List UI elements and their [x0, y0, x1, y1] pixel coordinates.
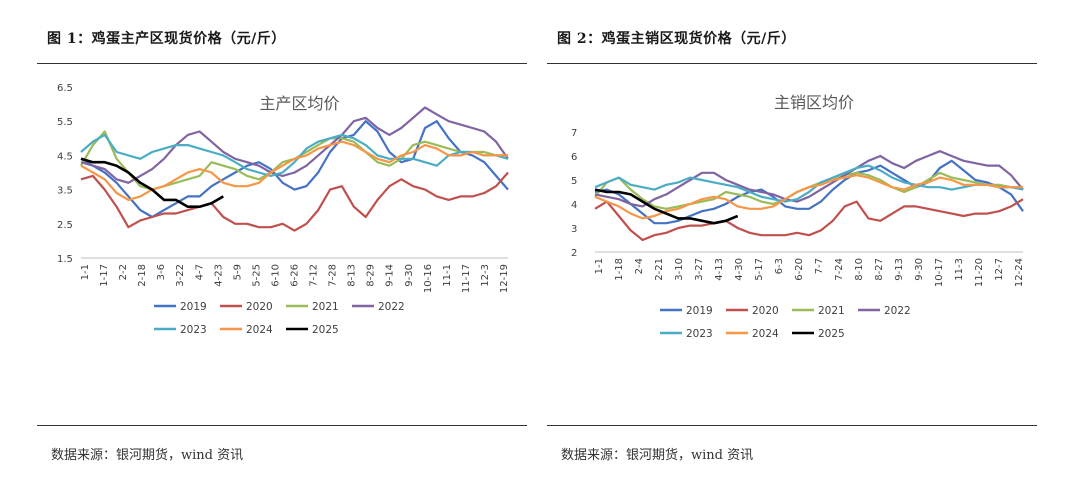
chart-title: 主产区均价 [259, 94, 339, 113]
legend-label-2022: 2022 [884, 305, 911, 317]
x-tick-label: 12-24 [1014, 258, 1025, 287]
x-tick-label: 1-1 [594, 258, 605, 274]
legend-label-2020: 2020 [752, 305, 779, 317]
legend-label-2022: 2022 [378, 301, 405, 313]
series-line-2024 [80, 140, 508, 201]
bottom-rule [547, 425, 1037, 426]
x-tick-label: 4-13 [714, 258, 725, 281]
x-tick-label: 12-3 [480, 264, 491, 287]
legend-label-2023: 2023 [180, 324, 207, 336]
legend-label-2020: 2020 [246, 301, 273, 313]
series-line-2023 [80, 133, 509, 178]
x-tick-label: 11-1 [442, 264, 453, 287]
x-tick-label: 12-19 [499, 264, 510, 293]
chart-title: 主销区均价 [774, 93, 854, 112]
x-tick-label: 4-23 [213, 264, 224, 287]
x-tick-label: 10-17 [934, 258, 945, 287]
x-tick-label: 7-12 [309, 264, 320, 287]
x-tick-label: 9-13 [894, 258, 905, 281]
x-tick-label: 7-28 [328, 264, 339, 287]
top-rule [37, 63, 527, 64]
x-tick-label: 9-30 [404, 264, 415, 287]
y-tick-label: 4 [571, 200, 577, 211]
legend-label-2025: 2025 [312, 324, 339, 336]
bottom-rule [37, 425, 527, 426]
y-tick-label: 1.5 [57, 254, 73, 265]
y-tick-label: 6.5 [57, 83, 73, 94]
x-tick-label: 8-13 [347, 264, 358, 287]
legend-label-2025: 2025 [818, 328, 845, 340]
x-tick-label: 8-10 [854, 258, 865, 281]
y-tick-label: 4.5 [57, 151, 73, 162]
x-tick-label: 7-7 [814, 258, 825, 274]
series-line-2019 [594, 159, 1024, 225]
figure-1: 图 1：鸡蛋主产区现货价格（元/斤） 主产区均价 1.5 2.5 3.5 4.5 5.5 6… [37, 0, 527, 489]
x-tick-label: 2-2 [118, 264, 129, 280]
y-tick-label: 6 [571, 152, 577, 163]
series-line-2022 [80, 106, 509, 184]
x-tick-label: 12-7 [994, 258, 1005, 281]
legend-label-2021: 2021 [818, 305, 845, 317]
series-line-2023 [594, 164, 1024, 203]
x-tick-label: 1-17 [99, 264, 110, 287]
x-tick-label: 6-26 [290, 264, 301, 287]
x-tick-label: 11-17 [461, 264, 472, 293]
series-line-2025 [594, 188, 739, 225]
x-tick-label: 6-10 [270, 264, 281, 287]
x-tick-label: 4-7 [194, 264, 205, 280]
data-source: 数据来源：银河期货，wind 资讯 [51, 448, 244, 463]
x-tick-label: 11-3 [954, 258, 965, 281]
x-tick-label: 4-30 [734, 258, 745, 281]
legend-label-2021: 2021 [312, 301, 339, 313]
series-line-2019 [80, 120, 509, 219]
chart-main-production-area: 主产区均价 1.5 2.5 3.5 4.5 5.5 6.5 1-1 1-17 2-2 2-18 3-6… [57, 83, 510, 336]
series-line-2025 [80, 157, 224, 208]
x-tick-label: 2-21 [654, 258, 665, 281]
y-tick-label: 3 [571, 224, 577, 235]
legend-label-2023: 2023 [686, 328, 713, 340]
figure-title: 图 1：鸡蛋主产区现货价格（元/斤） [47, 31, 286, 47]
y-tick-label: 5 [571, 176, 577, 187]
x-tick-label: 7-24 [834, 258, 845, 281]
x-tick-label: 3-10 [674, 258, 685, 281]
x-tick-label: 2-4 [634, 258, 645, 274]
x-tick-label: 6-3 [774, 258, 785, 274]
x-tick-label: 10-16 [423, 264, 434, 293]
x-tick-label: 9-30 [914, 258, 925, 281]
x-tick-label: 8-27 [874, 258, 885, 281]
x-tick-label: 3-27 [694, 258, 705, 281]
x-tick-label: 5-25 [251, 264, 262, 287]
x-tick-label: 11-20 [974, 258, 985, 287]
series-line-2022 [594, 150, 1024, 208]
series-line-2020 [594, 198, 1024, 242]
y-tick-label: 2.5 [57, 220, 73, 231]
top-rule [547, 63, 1037, 64]
x-tick-label: 5-9 [232, 264, 243, 280]
x-tick-label: 8-29 [366, 264, 377, 287]
x-tick-label: 6-20 [794, 258, 805, 281]
y-tick-label: 7 [571, 128, 577, 139]
series-line-2024 [594, 174, 1023, 220]
y-tick-label: 2 [571, 248, 577, 259]
y-tick-label: 5.5 [57, 117, 73, 128]
x-tick-label: 5-17 [754, 258, 765, 281]
x-tick-label: 1-1 [80, 264, 91, 280]
x-tick-label: 9-14 [385, 264, 396, 287]
x-tick-label: 3-22 [175, 264, 186, 287]
figure-2: 图 2：鸡蛋主销区现货价格（元/斤） 主销区均价 2 3 4 5 6 7 1-1 1-18 2-4… [547, 0, 1037, 489]
x-tick-label: 2-18 [137, 264, 148, 287]
chart-main-sales-area: 主销区均价 2 3 4 5 6 7 1-1 1-18 2-4 2-21 3-10 3-27 4-13 4-3… [571, 93, 1025, 340]
legend-label-2019: 2019 [180, 301, 207, 313]
legend-label-2024: 2024 [246, 324, 273, 336]
x-tick-label: 1-18 [614, 258, 625, 281]
y-tick-label: 3.5 [57, 186, 73, 197]
legend-label-2024: 2024 [752, 328, 779, 340]
data-source: 数据来源：银河期货，wind 资讯 [561, 448, 754, 463]
legend-label-2019: 2019 [686, 305, 713, 317]
figure-title: 图 2：鸡蛋主销区现货价格（元/斤） [557, 31, 796, 47]
x-tick-label: 3-6 [156, 264, 167, 280]
series-line-2020 [80, 171, 509, 232]
